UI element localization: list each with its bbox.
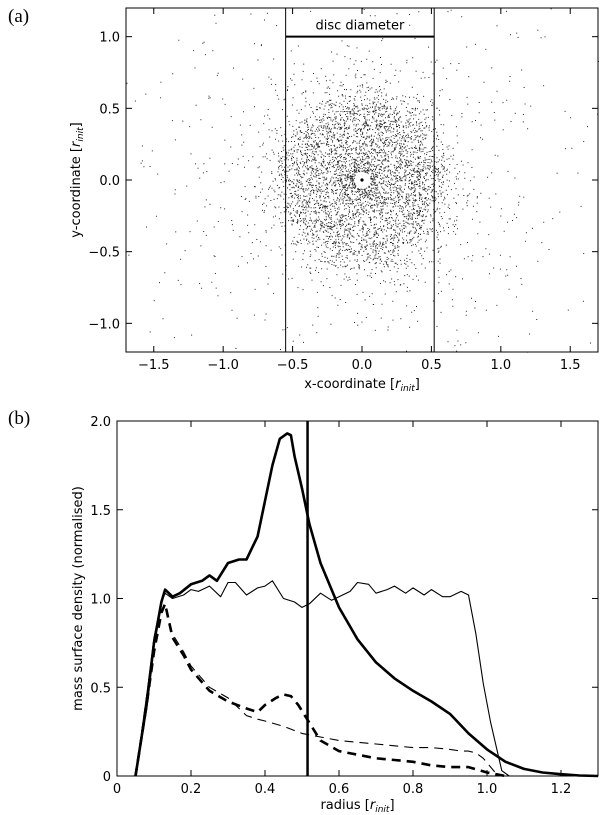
y-axis-label-b: mass surface density (normalised) bbox=[71, 486, 86, 711]
y-tick-label-b: 0.5 bbox=[90, 681, 111, 696]
y-tick-label-b: 0 bbox=[103, 770, 111, 785]
y-tick-label-a: 0.0 bbox=[99, 174, 120, 189]
y-tick-label-b: 1.0 bbox=[90, 593, 111, 608]
panel-a-scatter: (a) disc diameter −1.5 −1.0 −0.5 0.0 0.5 1.0 1… bbox=[8, 6, 599, 394]
x-tick-label-a: 0.0 bbox=[352, 358, 373, 373]
x-tick-label-a: 1.0 bbox=[490, 358, 511, 373]
disc-diameter-label-bg bbox=[311, 16, 408, 33]
x-tick-label-b: 0.2 bbox=[181, 782, 202, 797]
disc-diameter-label: disc diameter bbox=[315, 19, 405, 34]
y-ticks-b: 0 0.5 1.0 1.5 2.0 bbox=[90, 415, 598, 785]
y-tick-label-a: −1.0 bbox=[88, 317, 120, 332]
profile-thick-dashed bbox=[134, 602, 506, 778]
y-tick-label-a: −0.5 bbox=[88, 246, 120, 261]
central-point bbox=[360, 178, 364, 182]
y-ticks-a: −1.0 −0.5 0.0 0.5 1.0 bbox=[88, 31, 598, 332]
x-tick-label-b: 0.6 bbox=[329, 782, 350, 797]
x-ticks-a: −1.5 −1.0 −0.5 0.0 0.5 1.0 1.5 bbox=[138, 8, 581, 373]
axes-frame-b bbox=[116, 420, 599, 777]
x-tick-label-a: 1.5 bbox=[560, 358, 581, 373]
x-tick-label-a: 0.5 bbox=[421, 358, 442, 373]
disc-boundary-lines bbox=[285, 8, 435, 352]
disc-diameter-annotation: disc diameter bbox=[285, 16, 435, 38]
profile-thin-dashed bbox=[134, 603, 499, 777]
x-tick-label-a: −1.5 bbox=[138, 358, 170, 373]
x-tick-label-b: 1.0 bbox=[477, 782, 498, 797]
x-tick-label-b: 0.8 bbox=[403, 782, 424, 797]
density-profiles bbox=[134, 432, 599, 778]
x-axis-label-a: x-coordinate [rinit] bbox=[304, 377, 420, 394]
profile-thick-solid bbox=[134, 432, 599, 778]
panel-b-line: (b) 0 0.2 0.4 0.6 0.8 1.0 1.2 0 0.5 1.0 1.5 2.0 ra… bbox=[8, 408, 599, 815]
y-tick-label-b: 2.0 bbox=[90, 415, 111, 430]
scatter-points bbox=[126, 8, 599, 353]
x-tick-label-b: 0.4 bbox=[255, 782, 276, 797]
x-tick-label-b: 1.2 bbox=[551, 782, 572, 797]
y-tick-label-b: 1.5 bbox=[90, 504, 111, 519]
y-tick-label-a: 0.5 bbox=[99, 102, 120, 117]
y-axis-label-a: y-coordinate [rinit] bbox=[69, 122, 86, 237]
x-axis-label-b: radius [rinit] bbox=[320, 798, 394, 815]
panel-b-label: (b) bbox=[8, 408, 30, 429]
x-tick-label-a: −1.0 bbox=[207, 358, 239, 373]
x-tick-label-b: 0 bbox=[113, 782, 121, 797]
panel-a-label: (a) bbox=[8, 6, 29, 27]
profile-thin-solid bbox=[134, 580, 510, 777]
y-tick-label-a: 1.0 bbox=[99, 31, 120, 46]
x-tick-label-a: −0.5 bbox=[277, 358, 309, 373]
x-ticks-b: 0 0.2 0.4 0.6 0.8 1.0 1.2 bbox=[113, 421, 571, 797]
